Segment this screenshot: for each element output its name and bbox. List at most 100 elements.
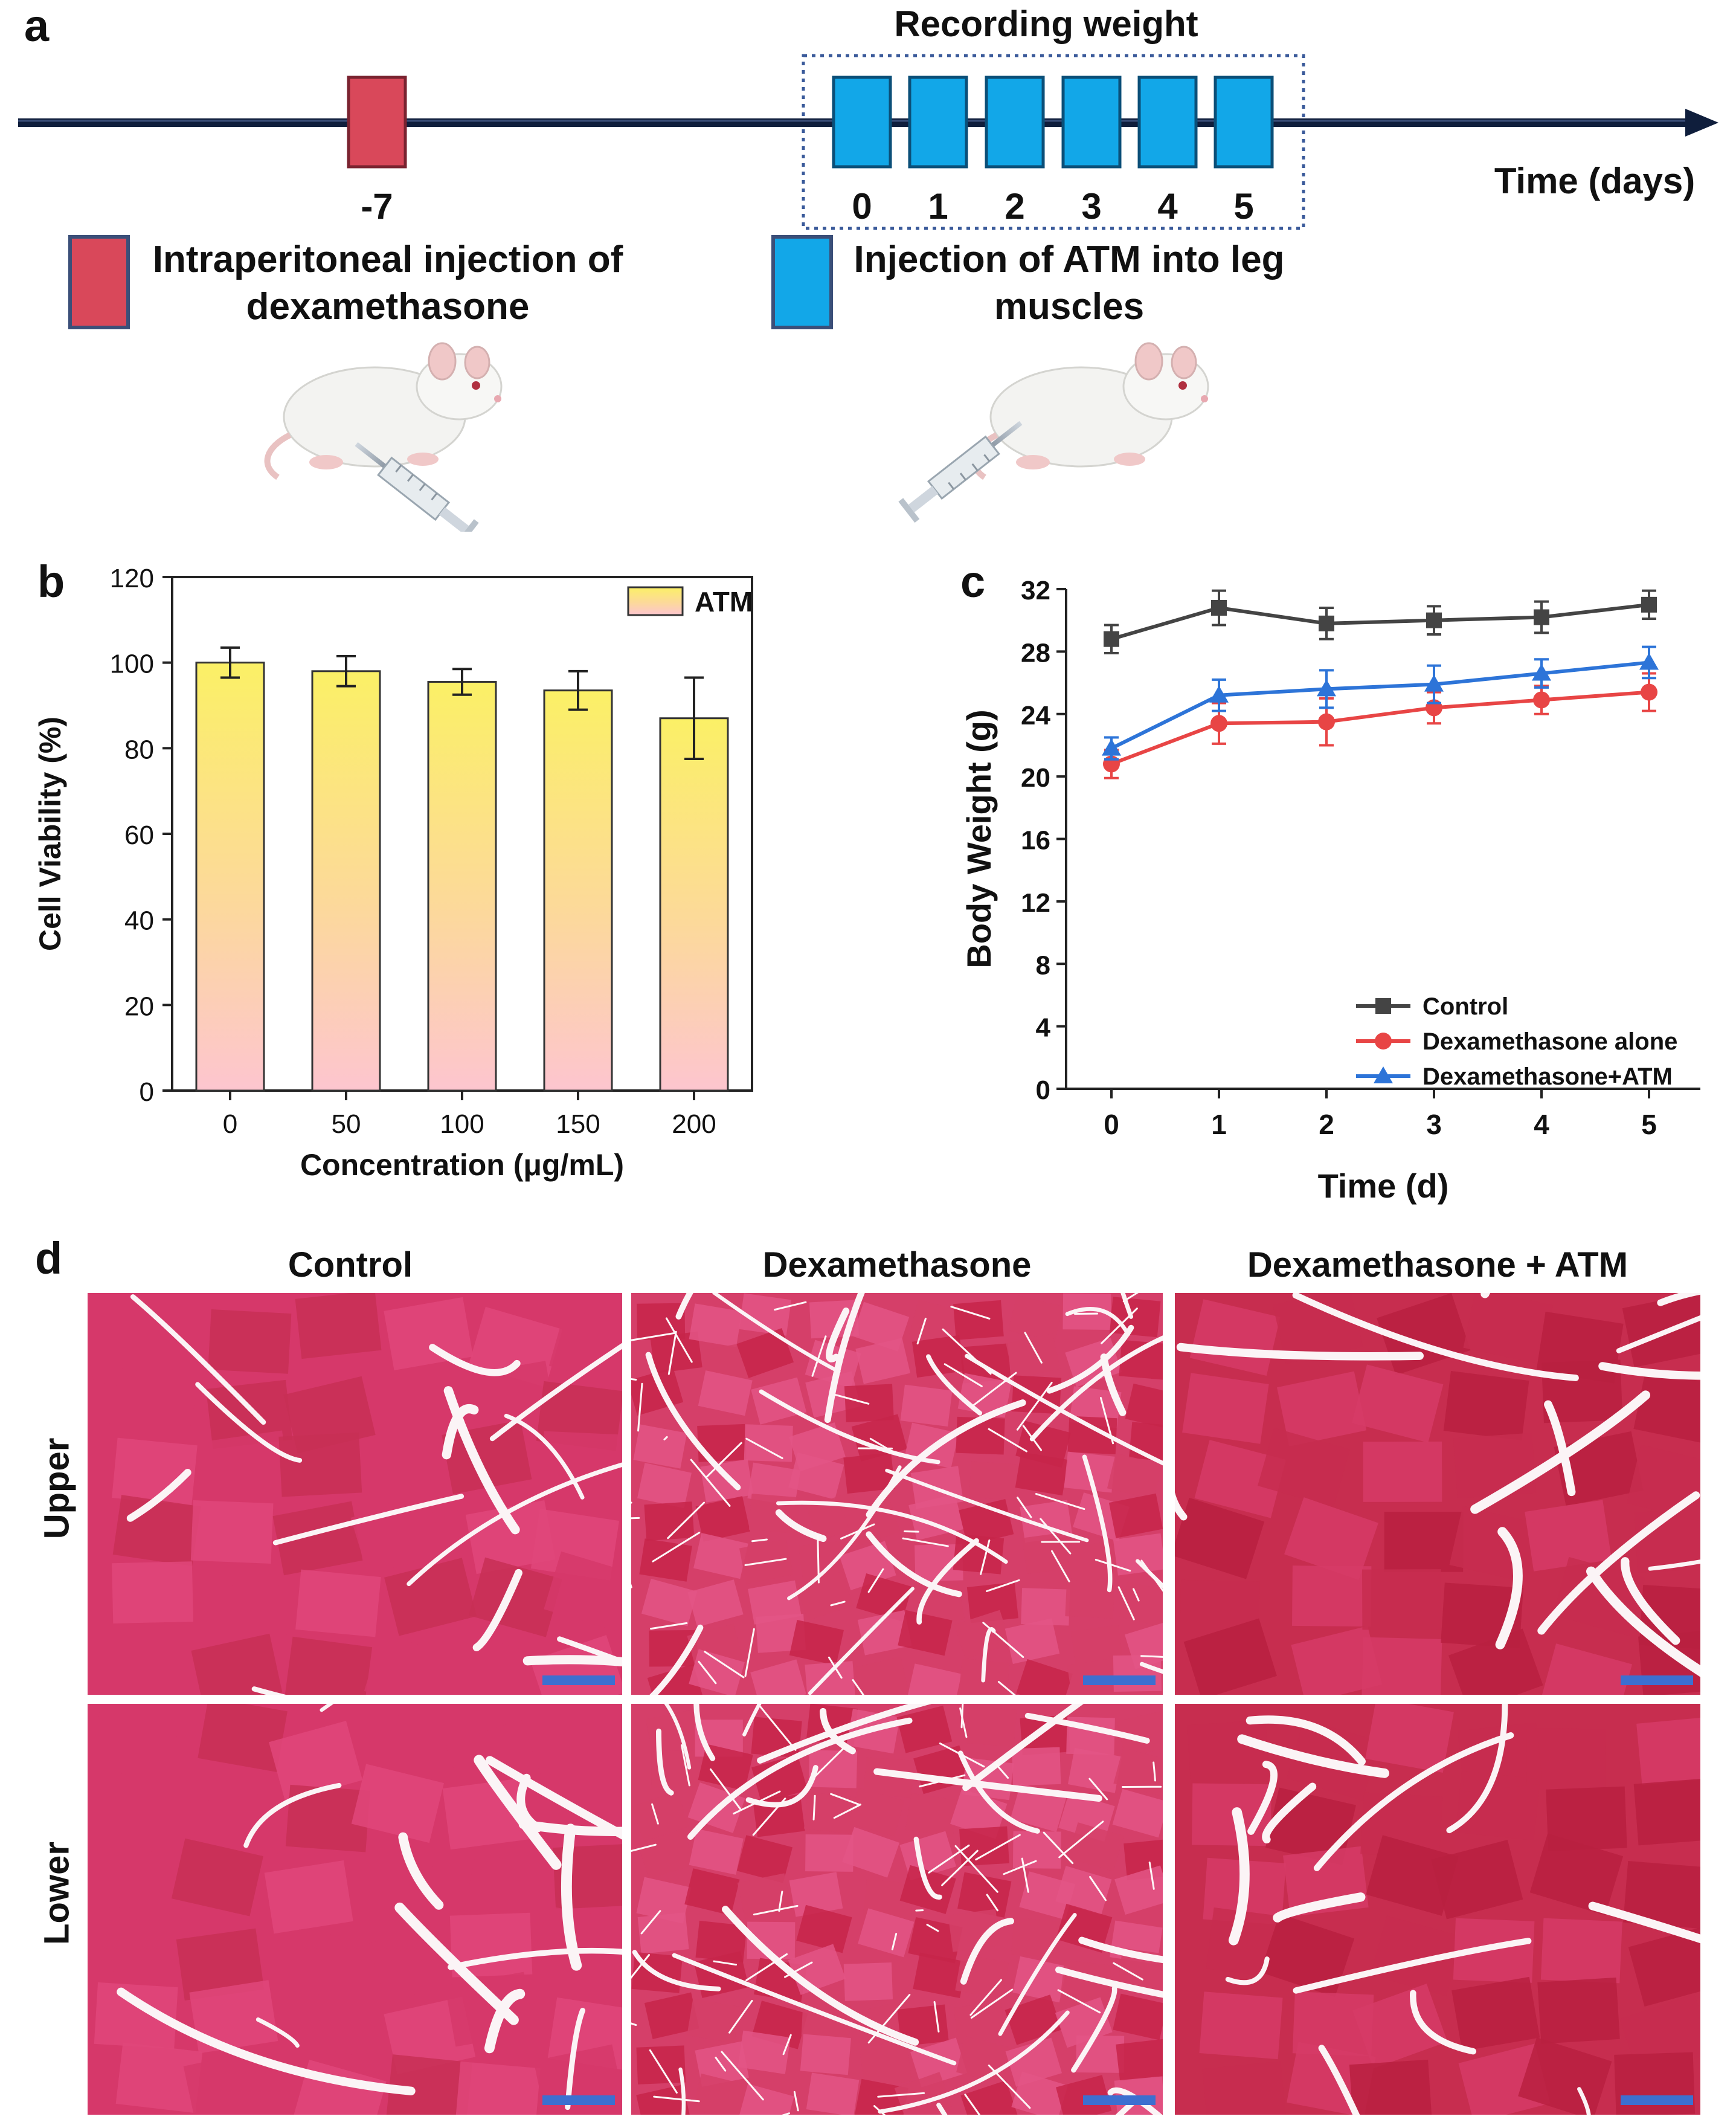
data-point <box>1317 679 1336 697</box>
muscle-fascicle <box>547 1997 622 2071</box>
connective-tissue-fine <box>640 1910 661 1935</box>
muscle-fascicle <box>689 1828 744 1875</box>
connective-tissue <box>824 1293 865 1424</box>
day-minus7-label: -7 <box>361 186 393 227</box>
connective-tissue <box>916 1538 979 1625</box>
scale-bar <box>1621 2095 1693 2105</box>
connective-tissue-fine <box>706 1442 742 1478</box>
connective-tissue <box>672 1953 957 2066</box>
atm-markers <box>832 76 1274 169</box>
connective-tissue <box>243 1782 342 1848</box>
x-tick-label: 2 <box>1319 1109 1334 1140</box>
row-label-upper: Upper <box>37 1437 77 1540</box>
connective-tissue <box>1410 1990 1477 2055</box>
muscle-fascicle <box>1273 1293 1363 1364</box>
muscle-fascicle <box>272 1501 363 1576</box>
muscle-fascicle <box>1119 1340 1163 1381</box>
connective-tissue <box>485 1756 622 1840</box>
connective-tissue <box>1648 1559 1700 1571</box>
connective-tissue <box>960 1918 1014 1985</box>
muscle-fascicle <box>644 1501 695 1541</box>
connective-tissue <box>1616 1315 1700 1353</box>
muscle-fascicle <box>687 1579 744 1627</box>
connective-tissue-fine <box>954 1845 998 1893</box>
connective-tissue-fine <box>631 1843 657 1852</box>
atm-marker-day-3 <box>1061 76 1122 169</box>
muscle-fascicle <box>789 1872 843 1917</box>
connective-tissue-fine <box>982 1622 1024 1658</box>
muscle-fascicle <box>1194 1440 1286 1518</box>
data-point <box>1319 615 1334 631</box>
bar <box>659 717 729 1092</box>
muscle-fascicle <box>1012 1747 1061 1786</box>
legend-label: ATM <box>695 586 753 617</box>
muscle-fascicle <box>953 1300 1004 1340</box>
connective-tissue <box>1082 1454 1113 1593</box>
histology-upper-2 <box>1175 1293 1700 1695</box>
histology-upper-1 <box>631 1293 1163 1695</box>
series-line <box>1110 660 1650 750</box>
connective-tissue <box>522 1655 622 1667</box>
muscle-fascicle <box>1067 1747 1122 1793</box>
cell-viability-bar-chart: 0 20 40 60 80 100 120 0 50 100 150 200 Concentration… <box>33 564 753 1182</box>
connective-tissue-fine <box>774 1301 807 1311</box>
y-tick-label: 0 <box>140 1077 154 1107</box>
histology-lower-0 <box>88 1704 622 2115</box>
muscle-fascicle <box>198 1578 288 1651</box>
muscle-fascicle <box>1186 1720 1270 1787</box>
data-point <box>1532 663 1551 681</box>
histology-upper-0 <box>88 1293 622 1695</box>
muscle-fascicle <box>350 1494 445 1576</box>
column-title-dexamethasone: Dexamethasone <box>762 1245 1032 1285</box>
muscle-fascicle <box>863 1879 915 1921</box>
muscle-fascicle <box>1113 1747 1163 1796</box>
muscle-fascicle <box>900 1384 953 1427</box>
legend-marker <box>1374 1066 1393 1083</box>
muscle-fascicle <box>1525 1500 1612 1572</box>
muscle-fascicle <box>806 2072 860 2115</box>
legend-marker <box>1375 998 1391 1014</box>
muscle-fascicle <box>800 2034 851 2075</box>
connective-tissue <box>117 1987 416 2095</box>
muscle-fascicle <box>1361 1637 1442 1695</box>
rat-illustration-left <box>264 342 503 480</box>
connective-tissue <box>1065 1307 1130 1336</box>
muscle-fascicle <box>957 1872 1012 1918</box>
connective-tissue <box>518 1819 622 1836</box>
x-axis-label: Time (d) <box>1318 1167 1449 1205</box>
histology-lower-1 <box>631 1704 1163 2115</box>
muscle-fascicle <box>120 1649 201 1695</box>
atm-marker-day-5 <box>1214 76 1274 169</box>
connective-tissue <box>1586 1566 1700 1677</box>
muscle-fascicle <box>805 1834 854 1872</box>
muscle-fascicle <box>468 1557 562 1637</box>
muscle-fascicle <box>789 1619 844 1666</box>
series-dexamethasone-alone <box>1103 672 1657 779</box>
time-axis-arrow <box>1685 109 1718 137</box>
connective-tissue-fine <box>1022 1425 1043 1451</box>
legend-label: Control <box>1423 993 1508 1020</box>
connective-tissue-fine <box>877 2092 925 2098</box>
muscle-fascicle <box>1453 1433 1537 1498</box>
muscle-fascicle <box>739 1293 792 1336</box>
tissue-section <box>631 1293 1163 1695</box>
connective-tissue-fine <box>1043 1831 1074 1865</box>
connective-tissue <box>873 1768 1102 1802</box>
muscle-fascicle <box>1363 1441 1442 1502</box>
connective-tissue-fine <box>649 2049 678 2094</box>
muscle-fascicle <box>1116 1710 1163 1758</box>
muscle-fascicle <box>1005 2037 1062 2087</box>
muscle-fascicle <box>264 1860 353 1934</box>
connective-tissue-fine <box>745 1437 783 1459</box>
muscle-fascicle <box>1370 1915 1463 1996</box>
connective-tissue-fine <box>1122 1293 1139 1303</box>
muscle-fascicle <box>689 1649 745 1695</box>
connective-tissue-fine <box>964 2094 981 2115</box>
muscle-fascicle <box>1540 1643 1633 1695</box>
x-tick-label: 4 <box>1534 1109 1549 1140</box>
connective-tissue-fine <box>744 1558 787 1566</box>
connective-tissue-fine <box>681 1744 690 1787</box>
connective-tissue-fine <box>867 1994 911 2044</box>
legend-dex-swatch <box>68 235 130 329</box>
muscle-fascicle <box>1448 1628 1543 1695</box>
